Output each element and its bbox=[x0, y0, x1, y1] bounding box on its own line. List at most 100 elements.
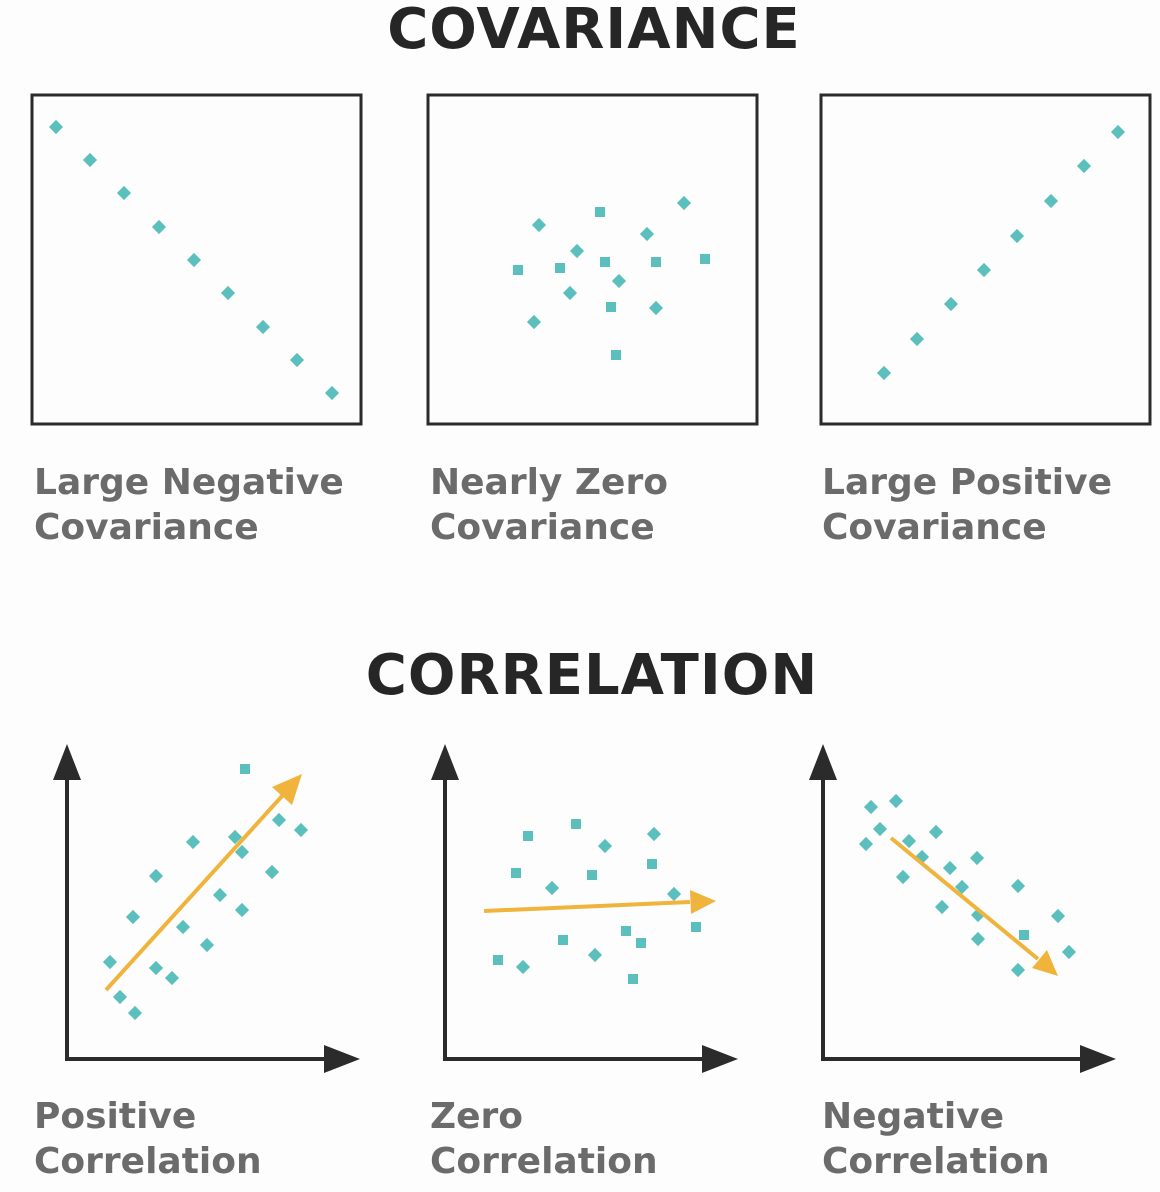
plot-frame bbox=[819, 93, 1152, 426]
negative-correlation-plot bbox=[809, 744, 1116, 1073]
scatter-point bbox=[651, 257, 661, 267]
scatter-point bbox=[151, 219, 167, 235]
scatter-points bbox=[102, 764, 309, 1021]
label-line-2: Correlation bbox=[34, 1141, 262, 1182]
scatter-point bbox=[82, 152, 98, 168]
scatter-point bbox=[148, 868, 164, 884]
scatter-points bbox=[493, 819, 701, 984]
scatter-point bbox=[526, 314, 542, 330]
scatter-point bbox=[234, 844, 250, 860]
large-positive-covariance-plot bbox=[819, 93, 1152, 426]
label-line-1: Positive bbox=[34, 1096, 197, 1137]
scatter-point bbox=[648, 300, 664, 316]
scatter-point bbox=[611, 350, 621, 360]
scatter-point bbox=[1050, 908, 1066, 924]
negative-correlation-label: Negative Correlation bbox=[822, 1094, 1050, 1184]
positive-correlation-label: Positive Correlation bbox=[34, 1094, 262, 1184]
scatter-point bbox=[1110, 124, 1126, 140]
scatter-point bbox=[1019, 930, 1029, 940]
nearly-zero-covariance-plot bbox=[426, 93, 759, 426]
scatter-point bbox=[1043, 193, 1059, 209]
scatter-point bbox=[876, 365, 892, 381]
scatter-point bbox=[493, 955, 503, 965]
scatter-point bbox=[227, 829, 243, 845]
label-line-1: Large Negative bbox=[34, 462, 344, 503]
scatter-point bbox=[595, 207, 605, 217]
scatter-point bbox=[511, 868, 521, 878]
scatter-point bbox=[1010, 878, 1026, 894]
scatter-point bbox=[1010, 962, 1026, 978]
scatter-point bbox=[293, 822, 309, 838]
axes bbox=[53, 744, 360, 1073]
scatter-point bbox=[587, 870, 597, 880]
label-line-2: Covariance bbox=[34, 507, 259, 548]
scatter-point bbox=[289, 352, 305, 368]
scatter-point bbox=[102, 954, 118, 970]
scatter-point bbox=[969, 850, 985, 866]
plot-frame bbox=[426, 93, 759, 426]
label-line-2: Correlation bbox=[430, 1141, 658, 1182]
scatter-point bbox=[220, 285, 236, 301]
scatter-point bbox=[970, 931, 986, 947]
scatter-point bbox=[895, 869, 911, 885]
scatter-point bbox=[234, 902, 250, 918]
y-axis-arrowhead bbox=[809, 744, 837, 780]
scatter-point bbox=[888, 793, 904, 809]
scatter-point bbox=[185, 834, 201, 850]
scatter-point bbox=[569, 243, 585, 259]
label-line-1: Zero bbox=[430, 1096, 524, 1137]
scatter-point bbox=[148, 960, 164, 976]
scatter-point bbox=[909, 331, 925, 347]
label-line-1: Large Positive bbox=[822, 462, 1113, 503]
scatter-point bbox=[324, 385, 340, 401]
scatter-point bbox=[199, 937, 215, 953]
scatter-points bbox=[858, 793, 1077, 978]
scatter-point bbox=[691, 922, 701, 932]
y-axis-arrowhead bbox=[431, 744, 459, 780]
scatter-point bbox=[264, 864, 280, 880]
correlation-title: CORRELATION bbox=[365, 643, 819, 708]
scatter-point bbox=[976, 262, 992, 278]
scatter-points bbox=[876, 124, 1126, 381]
zero-correlation-label: Zero Correlation bbox=[430, 1094, 658, 1184]
plot-frame bbox=[30, 93, 363, 426]
scatter-point bbox=[646, 826, 662, 842]
axes bbox=[431, 744, 738, 1073]
scatter-point bbox=[175, 919, 191, 935]
scatter-point bbox=[901, 833, 917, 849]
scatter-points bbox=[48, 119, 340, 401]
positive-correlation-plot bbox=[53, 744, 360, 1073]
scatter-point bbox=[127, 1005, 143, 1021]
scatter-point bbox=[611, 273, 627, 289]
scatter-point bbox=[513, 265, 523, 275]
scatter-point bbox=[928, 824, 944, 840]
scatter-point bbox=[212, 887, 228, 903]
scatter-point bbox=[271, 812, 287, 828]
scatter-point bbox=[125, 909, 141, 925]
scatter-point bbox=[240, 764, 250, 774]
scatter-point bbox=[255, 319, 271, 335]
scatter-point bbox=[647, 859, 657, 869]
scatter-point bbox=[587, 947, 603, 963]
nearly-zero-covariance-label: Nearly Zero Covariance bbox=[430, 460, 668, 550]
scatter-point bbox=[544, 880, 560, 896]
covariance-title: COVARIANCE bbox=[387, 0, 801, 62]
scatter-point bbox=[562, 285, 578, 301]
large-negative-covariance-plot bbox=[30, 93, 363, 426]
scatter-point bbox=[555, 263, 565, 273]
scatter-point bbox=[571, 819, 581, 829]
scatter-point bbox=[164, 970, 180, 986]
label-line-1: Negative bbox=[822, 1096, 1005, 1137]
scatter-point bbox=[676, 195, 692, 211]
scatter-point bbox=[112, 989, 128, 1005]
x-axis-arrowhead bbox=[702, 1045, 738, 1073]
scatter-point bbox=[872, 821, 888, 837]
scatter-point bbox=[1061, 944, 1077, 960]
scatter-point bbox=[700, 254, 710, 264]
label-line-2: Correlation bbox=[822, 1141, 1050, 1182]
scatter-point bbox=[858, 836, 874, 852]
scatter-point bbox=[116, 185, 132, 201]
trend-arrow bbox=[483, 890, 716, 914]
x-axis-arrowhead bbox=[324, 1045, 360, 1073]
